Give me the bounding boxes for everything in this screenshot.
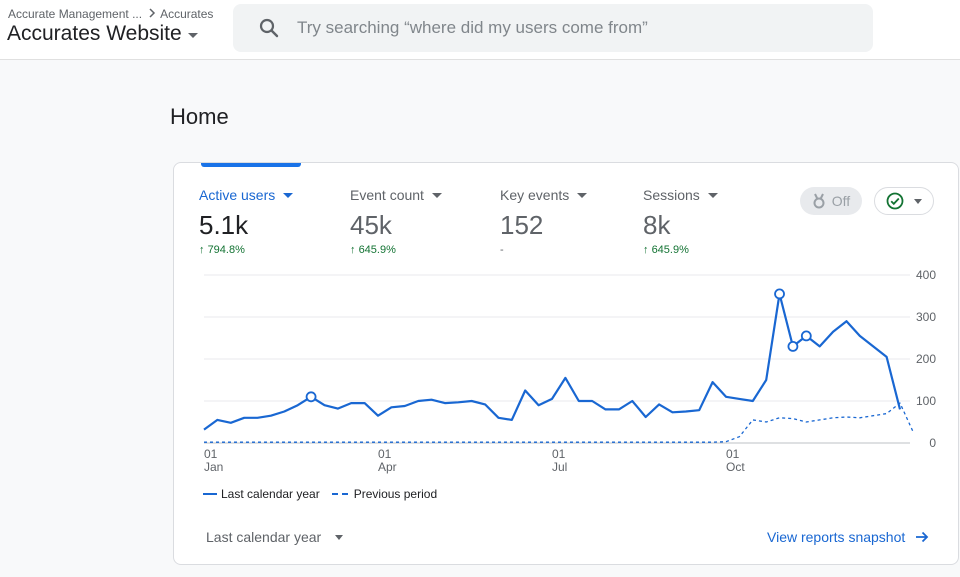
page-title: Home [170,104,229,129]
y-tick-label: 400 [916,268,936,282]
metric-change: 794.8% [207,244,245,256]
legend-swatch-solid [203,493,217,495]
caret-down-icon [283,192,294,198]
metric-label: Sessions [643,187,700,203]
arrow-up-icon: ↑ [350,244,356,256]
x-tick-label: 01 [552,447,566,461]
metric-active-users[interactable]: Active users 5.1k ↑ 794.8% [199,187,294,256]
x-tick-label: Jan [204,460,223,474]
x-tick-label: 01 [204,447,218,461]
search-input[interactable] [297,14,857,42]
caret-down-icon [335,534,344,540]
toggle-label: Off [831,193,851,209]
check-circle-icon [886,192,904,210]
x-tick-label: Jul [552,460,567,474]
medal-icon [813,193,825,209]
top-bar: Accurate Management ... Accurates Accura… [0,0,960,60]
date-range-label: Last calendar year [206,529,322,545]
metric-value: 5.1k [199,210,249,240]
chart-legend: Last calendar year Previous period [203,487,437,501]
overview-card: Active users 5.1k ↑ 794.8% Event count 4… [173,162,959,565]
x-tick-label: 01 [726,447,740,461]
breadcrumb-property[interactable]: Accurates [160,7,214,21]
search-bar[interactable] [233,4,873,52]
arrow-up-icon: ↑ [643,244,649,256]
y-tick-label: 300 [916,310,936,324]
y-tick-label: 200 [916,352,936,366]
metric-value: 45k [350,210,392,240]
data-point-marker [787,340,799,352]
data-point-marker [774,288,785,300]
series-line-previous-period [204,402,914,443]
caret-down-icon [187,33,198,38]
series-line-current [203,292,902,431]
comparison-selector[interactable] [874,187,934,215]
metric-change: 645.9% [358,244,396,256]
data-point-marker [800,330,812,342]
legend-label: Last calendar year [221,487,320,501]
metric-event-count[interactable]: Event count 45k ↑ 645.9% [350,187,442,256]
x-tick-label: Oct [726,460,745,474]
metric-change: 645.9% [651,244,689,256]
legend-swatch-dashed [331,493,348,495]
data-point-marker [305,391,317,403]
arrow-right-icon [916,531,929,543]
insights-toggle[interactable]: Off [800,187,862,215]
view-reports-snapshot-link[interactable]: View reports snapshot [767,529,929,545]
chevron-right-icon [148,7,156,21]
y-tick-label: 0 [929,436,936,450]
property-selector[interactable]: Accurates Website [7,22,198,46]
x-tick-label: Apr [378,460,397,474]
metric-label: Active users [199,187,276,203]
x-tick-label: 01 [378,447,392,461]
breadcrumb[interactable]: Accurate Management ... Accurates [8,7,213,21]
snapshot-link-label: View reports snapshot [767,529,906,545]
y-tick-label: 100 [916,394,936,408]
metric-value: 8k [643,210,671,240]
caret-down-icon [707,192,718,198]
caret-down-icon [431,192,442,198]
active-tab-indicator [201,163,301,167]
metric-label: Key events [500,187,570,203]
breadcrumb-account[interactable]: Accurate Management ... [8,7,143,21]
metric-value: 152 [500,210,544,240]
metric-label: Event count [350,187,424,203]
legend-label: Previous period [353,487,438,501]
metric-key-events[interactable]: Key events 152 - [500,187,588,256]
metric-change: - [500,244,504,256]
arrow-up-icon: ↑ [199,244,205,256]
property-name: Accurates Website [7,22,182,45]
search-icon [259,18,279,38]
caret-down-icon [577,192,588,198]
date-range-selector[interactable]: Last calendar year [206,529,344,545]
caret-down-icon [914,198,922,204]
metric-sessions[interactable]: Sessions 8k ↑ 645.9% [643,187,718,256]
